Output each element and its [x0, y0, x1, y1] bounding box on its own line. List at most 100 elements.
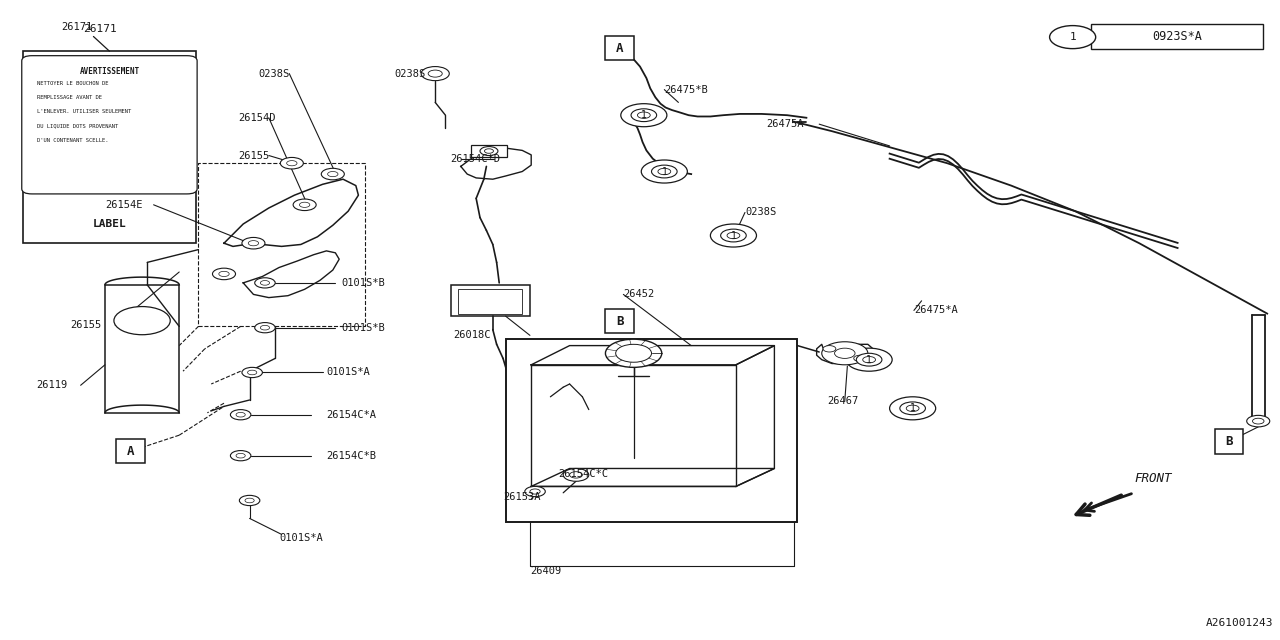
- Text: 0238S: 0238S: [394, 68, 425, 79]
- Circle shape: [727, 232, 740, 239]
- Text: FRONT: FRONT: [1134, 472, 1171, 485]
- Circle shape: [605, 339, 662, 367]
- FancyBboxPatch shape: [22, 56, 197, 194]
- Text: A261001243: A261001243: [1206, 618, 1274, 628]
- Circle shape: [293, 199, 316, 211]
- Text: 0238S: 0238S: [259, 68, 289, 79]
- Text: 26154C*C: 26154C*C: [558, 468, 608, 479]
- Circle shape: [255, 278, 275, 288]
- Text: 26154C*A: 26154C*A: [326, 410, 376, 420]
- Circle shape: [248, 241, 259, 246]
- Text: 26154E: 26154E: [105, 200, 142, 210]
- Text: 26171: 26171: [61, 22, 92, 32]
- Circle shape: [631, 109, 657, 122]
- Bar: [1215, 429, 1243, 454]
- Text: B: B: [616, 315, 623, 328]
- Text: 1: 1: [867, 355, 872, 365]
- Text: 26018C: 26018C: [453, 330, 490, 340]
- Circle shape: [421, 67, 449, 81]
- Text: 1: 1: [641, 110, 646, 120]
- Circle shape: [835, 348, 855, 358]
- Text: 1: 1: [731, 230, 736, 241]
- Circle shape: [854, 355, 867, 362]
- Text: A: A: [616, 42, 623, 54]
- Text: 26153A: 26153A: [503, 492, 540, 502]
- Circle shape: [616, 344, 652, 362]
- Circle shape: [658, 168, 671, 175]
- Circle shape: [321, 168, 344, 180]
- Circle shape: [230, 410, 251, 420]
- Circle shape: [280, 157, 303, 169]
- Circle shape: [652, 165, 677, 178]
- Circle shape: [242, 367, 262, 378]
- Text: 26154C*D: 26154C*D: [451, 154, 500, 164]
- Circle shape: [570, 472, 582, 478]
- Text: 26171: 26171: [83, 24, 116, 34]
- Circle shape: [822, 342, 868, 365]
- Circle shape: [239, 495, 260, 506]
- Circle shape: [212, 268, 236, 280]
- Circle shape: [230, 451, 251, 461]
- Circle shape: [856, 353, 882, 366]
- Circle shape: [525, 486, 545, 497]
- Circle shape: [1247, 415, 1270, 427]
- Circle shape: [846, 348, 892, 371]
- Circle shape: [255, 323, 275, 333]
- Circle shape: [641, 160, 687, 183]
- Text: 1: 1: [1069, 32, 1076, 42]
- Circle shape: [287, 161, 297, 166]
- Text: 26155: 26155: [70, 320, 101, 330]
- Text: 26475A: 26475A: [767, 119, 804, 129]
- Circle shape: [114, 307, 170, 335]
- Circle shape: [530, 489, 540, 494]
- Text: 26409: 26409: [530, 566, 561, 576]
- Circle shape: [863, 356, 876, 363]
- Circle shape: [480, 147, 498, 156]
- Circle shape: [242, 237, 265, 249]
- Text: 0101S*A: 0101S*A: [279, 532, 323, 543]
- Circle shape: [428, 70, 443, 77]
- Bar: [471, 145, 507, 157]
- Circle shape: [1050, 26, 1096, 49]
- Circle shape: [328, 172, 338, 177]
- Circle shape: [260, 280, 270, 285]
- Circle shape: [485, 149, 494, 154]
- Circle shape: [900, 402, 925, 415]
- Text: 1: 1: [662, 166, 667, 177]
- Circle shape: [236, 412, 246, 417]
- Circle shape: [710, 224, 756, 247]
- Text: 0101S*B: 0101S*B: [342, 323, 385, 333]
- Bar: [1091, 24, 1263, 49]
- Text: AVERTISSEMENT: AVERTISSEMENT: [79, 67, 140, 76]
- Bar: [605, 36, 634, 60]
- Circle shape: [260, 325, 270, 330]
- Circle shape: [637, 112, 650, 118]
- Text: 1: 1: [910, 403, 915, 413]
- Text: 26119: 26119: [36, 380, 67, 390]
- Text: REMPLISSAGE AVANT DE: REMPLISSAGE AVANT DE: [37, 95, 102, 100]
- Text: 0101S*A: 0101S*A: [326, 367, 370, 378]
- Text: 26475*A: 26475*A: [914, 305, 957, 316]
- Text: A: A: [127, 445, 134, 458]
- Text: D'UN CONTENANT SCELLE.: D'UN CONTENANT SCELLE.: [37, 138, 109, 143]
- Circle shape: [236, 453, 246, 458]
- Bar: [105, 285, 179, 413]
- Text: LABEL: LABEL: [92, 219, 127, 229]
- Bar: [506, 339, 797, 522]
- Text: NETTOYER LE BOUCHON DE: NETTOYER LE BOUCHON DE: [37, 81, 109, 86]
- Text: B: B: [1225, 435, 1233, 448]
- Text: 26452: 26452: [623, 289, 654, 300]
- Text: 0238S: 0238S: [745, 207, 776, 218]
- Circle shape: [906, 405, 919, 412]
- Circle shape: [1252, 419, 1265, 424]
- Text: 26467: 26467: [827, 396, 858, 406]
- Circle shape: [621, 104, 667, 127]
- Circle shape: [823, 346, 836, 352]
- Circle shape: [890, 397, 936, 420]
- Bar: [451, 285, 530, 316]
- Circle shape: [247, 370, 257, 375]
- Text: 0923S*A: 0923S*A: [1153, 30, 1202, 43]
- Circle shape: [244, 498, 255, 503]
- Text: 26475*B: 26475*B: [664, 84, 708, 95]
- Text: 26155: 26155: [238, 151, 269, 161]
